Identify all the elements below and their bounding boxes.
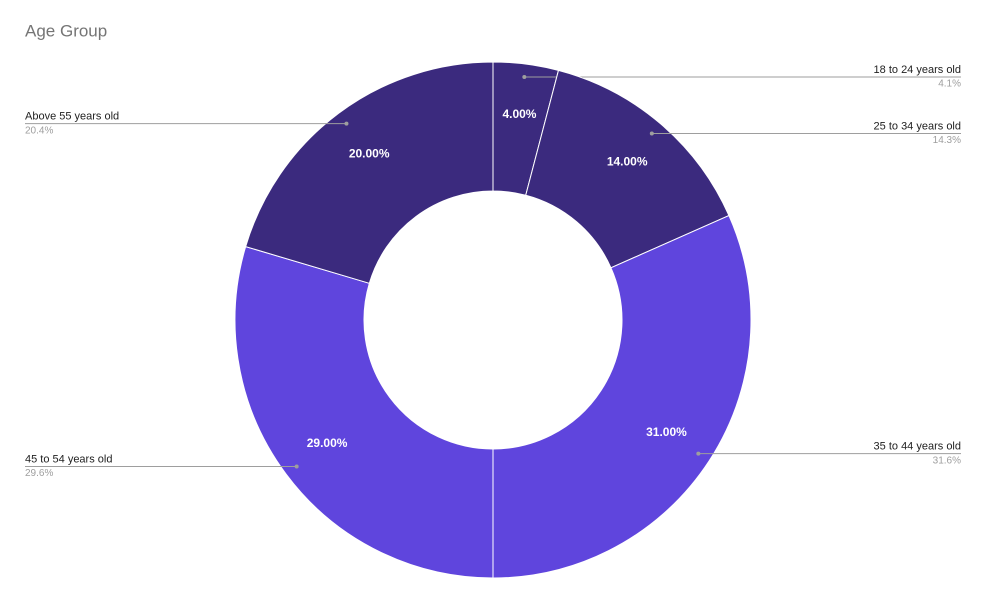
- slice-label: 20.00%: [349, 146, 390, 160]
- legend-label: 25 to 34 years old: [874, 120, 961, 132]
- legend-label: Above 55 years old: [25, 111, 119, 123]
- share-label: 31.6%: [933, 455, 961, 466]
- donut-slice: [245, 61, 494, 284]
- leader-dot: [522, 75, 527, 80]
- donut-slice: [525, 69, 730, 269]
- legend-label: 45 to 54 years old: [25, 453, 112, 465]
- donut-slice: [492, 214, 752, 579]
- leader-dot: [294, 464, 299, 469]
- legend-label: 18 to 24 years old: [874, 64, 961, 76]
- leader-dot: [696, 451, 701, 456]
- share-label: 4.1%: [938, 79, 961, 90]
- slice-label: 29.00%: [307, 436, 348, 450]
- leader-dot: [344, 121, 349, 126]
- share-label: 14.3%: [933, 135, 961, 146]
- chart-title: Age Group: [25, 21, 107, 40]
- slice-label: 4.00%: [502, 107, 536, 121]
- legend-label: 35 to 44 years old: [874, 441, 961, 453]
- slice-label: 14.00%: [607, 155, 648, 169]
- share-label: 29.6%: [25, 468, 53, 479]
- share-label: 20.4%: [25, 125, 53, 136]
- slice-label: 31.00%: [646, 425, 687, 439]
- leader-dot: [649, 131, 654, 136]
- donut-slice: [234, 245, 494, 579]
